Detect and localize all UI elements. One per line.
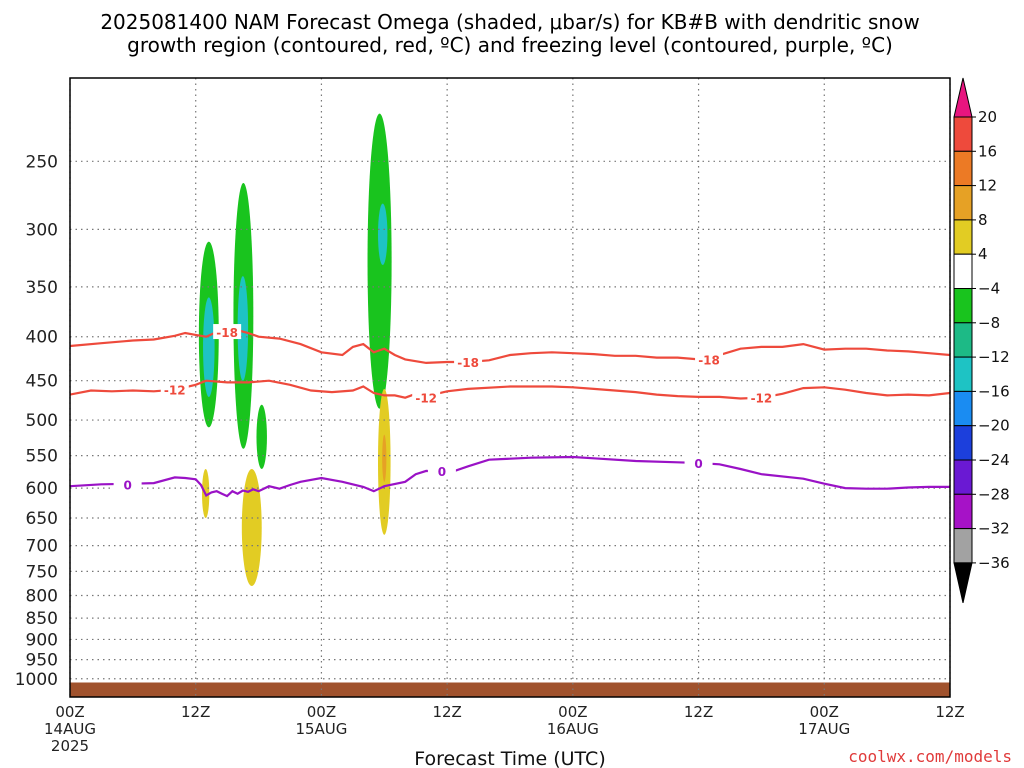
contour-label-bg-2-2 [684,455,713,471]
colorbar-label: −20 [978,417,1010,435]
x-tick-label: 12Z [935,703,964,721]
colorbar-bin [953,528,973,564]
x-tick-label: 00Z [55,703,84,721]
colorbar-label: 4 [978,245,988,263]
y-tick-label: 550 [26,447,58,467]
contour-label-bg-0-1 [454,354,483,370]
contour-label-bg-1-0 [160,381,189,397]
contour-label: -18 [698,353,720,367]
colorbar-top-arrow [953,77,973,118]
colorbar-bottom-arrow [953,562,973,604]
colorbar-label: 12 [978,177,997,195]
contours: -18 -18 -18 -12 -12 -12 0 0 0 [70,324,950,498]
plot-frame [69,77,951,698]
contour-label: -12 [415,392,437,406]
contour-label-bg-0-2 [695,351,724,367]
contour-label-bg-1-1 [412,389,441,405]
x-tick-label: 12Z [684,703,713,721]
colorbar-label: 8 [978,211,988,229]
colorbar-label: −28 [978,485,1010,503]
omega-shading [198,113,392,587]
omega-region-5 [367,113,392,409]
y-tick-label: 700 [26,537,58,557]
colorbar-bin [953,425,973,461]
colorbar-bin [953,390,973,427]
colorbar-bin [953,253,973,289]
colorbar-label: −24 [978,451,1010,469]
contour-label: -12 [751,392,773,406]
colorbar-bin [953,288,973,324]
y-tick-label: 850 [26,609,58,629]
colorbar-bin [953,459,973,495]
colorbar-bin [953,493,973,530]
omega-region-6 [378,203,388,265]
contour-label-bg-2-0 [113,476,142,492]
y-tick-label: 300 [26,220,58,240]
colorbar-label: −36 [978,554,1010,572]
colorbar-label: −8 [978,314,1000,332]
colorbar-bin [953,322,973,358]
colorbar: 20 16 12 8 4 −4 −8 −12 −16 −20 −24 −28 −32 −36 [953,77,1010,604]
contour-label-bg-0-0 [213,324,242,340]
y-tick-label: 1000 [15,670,58,690]
colorbar-label: −4 [978,280,1000,298]
y-tick-label: 650 [26,509,58,529]
colorbar-label: 16 [978,142,997,160]
colorbar-label: −12 [978,348,1010,366]
y-tick-label: 950 [26,651,58,671]
x-tick-label: 12Z [181,703,210,721]
terrain-strip [70,682,950,697]
contour-label: 0 [438,465,446,479]
x-tick-label: 00Z [307,703,336,721]
colorbar-bin [953,116,973,152]
y-tick-label: 800 [26,586,58,606]
contour-label: -18 [216,326,238,340]
x-tick-label: 00Z [810,703,839,721]
y-tick-label: 750 [26,562,58,582]
omega-region-3 [237,276,249,381]
colorbar-bin [953,219,973,255]
y-tick-label: 450 [26,372,58,392]
x-tick-date: 17AUG [798,720,850,738]
omega-region-1 [203,297,215,397]
plot-area: -18 -18 -18 -12 -12 -12 0 0 0 250 300 350 400 450 500 5… [15,77,965,755]
x-tick-year: 2025 [51,737,89,755]
contour-label-bg-2-1 [427,462,456,478]
omega-region-8 [241,468,262,587]
colorbar-bin [953,185,973,221]
x-tick-date: 16AUG [547,720,599,738]
contour-line-minus12 [70,379,950,400]
colorbar-label: 20 [978,108,997,126]
omega-region-4 [256,404,267,469]
contour-label: 0 [694,457,702,471]
colorbar-bin [953,356,973,392]
colorbar-label: −32 [978,520,1010,538]
x-tick-label: 12Z [432,703,461,721]
chart-title-line-1: 2025081400 NAM Forecast Omega (shaded, μ… [100,10,919,34]
colorbar-bin [953,150,973,187]
y-tick-label: 600 [26,479,58,499]
colorbar-label: −16 [978,382,1010,400]
contour-line-0 [70,455,950,498]
x-tick-label: 00Z [558,703,587,721]
contour-label-bg-1-2 [747,389,776,405]
chart-title-line-2: growth region (contoured, red, ºC) and f… [127,33,893,57]
contour-label: -18 [457,356,479,370]
y-tick-label: 500 [26,411,58,431]
y-tick-label: 400 [26,328,58,348]
omega-region-10 [382,434,387,482]
y-tick-label: 900 [26,630,58,650]
x-axis-label: Forecast Time (UTC) [414,748,605,768]
x-tick-date: 15AUG [295,720,347,738]
contour-label: 0 [123,478,131,492]
y-tick-label: 250 [26,152,58,172]
contour-label: -12 [164,384,186,398]
credit-link[interactable]: coolwx.com/models [848,747,1012,766]
x-tick-date: 14AUG [44,720,96,738]
y-tick-label: 350 [26,278,58,298]
